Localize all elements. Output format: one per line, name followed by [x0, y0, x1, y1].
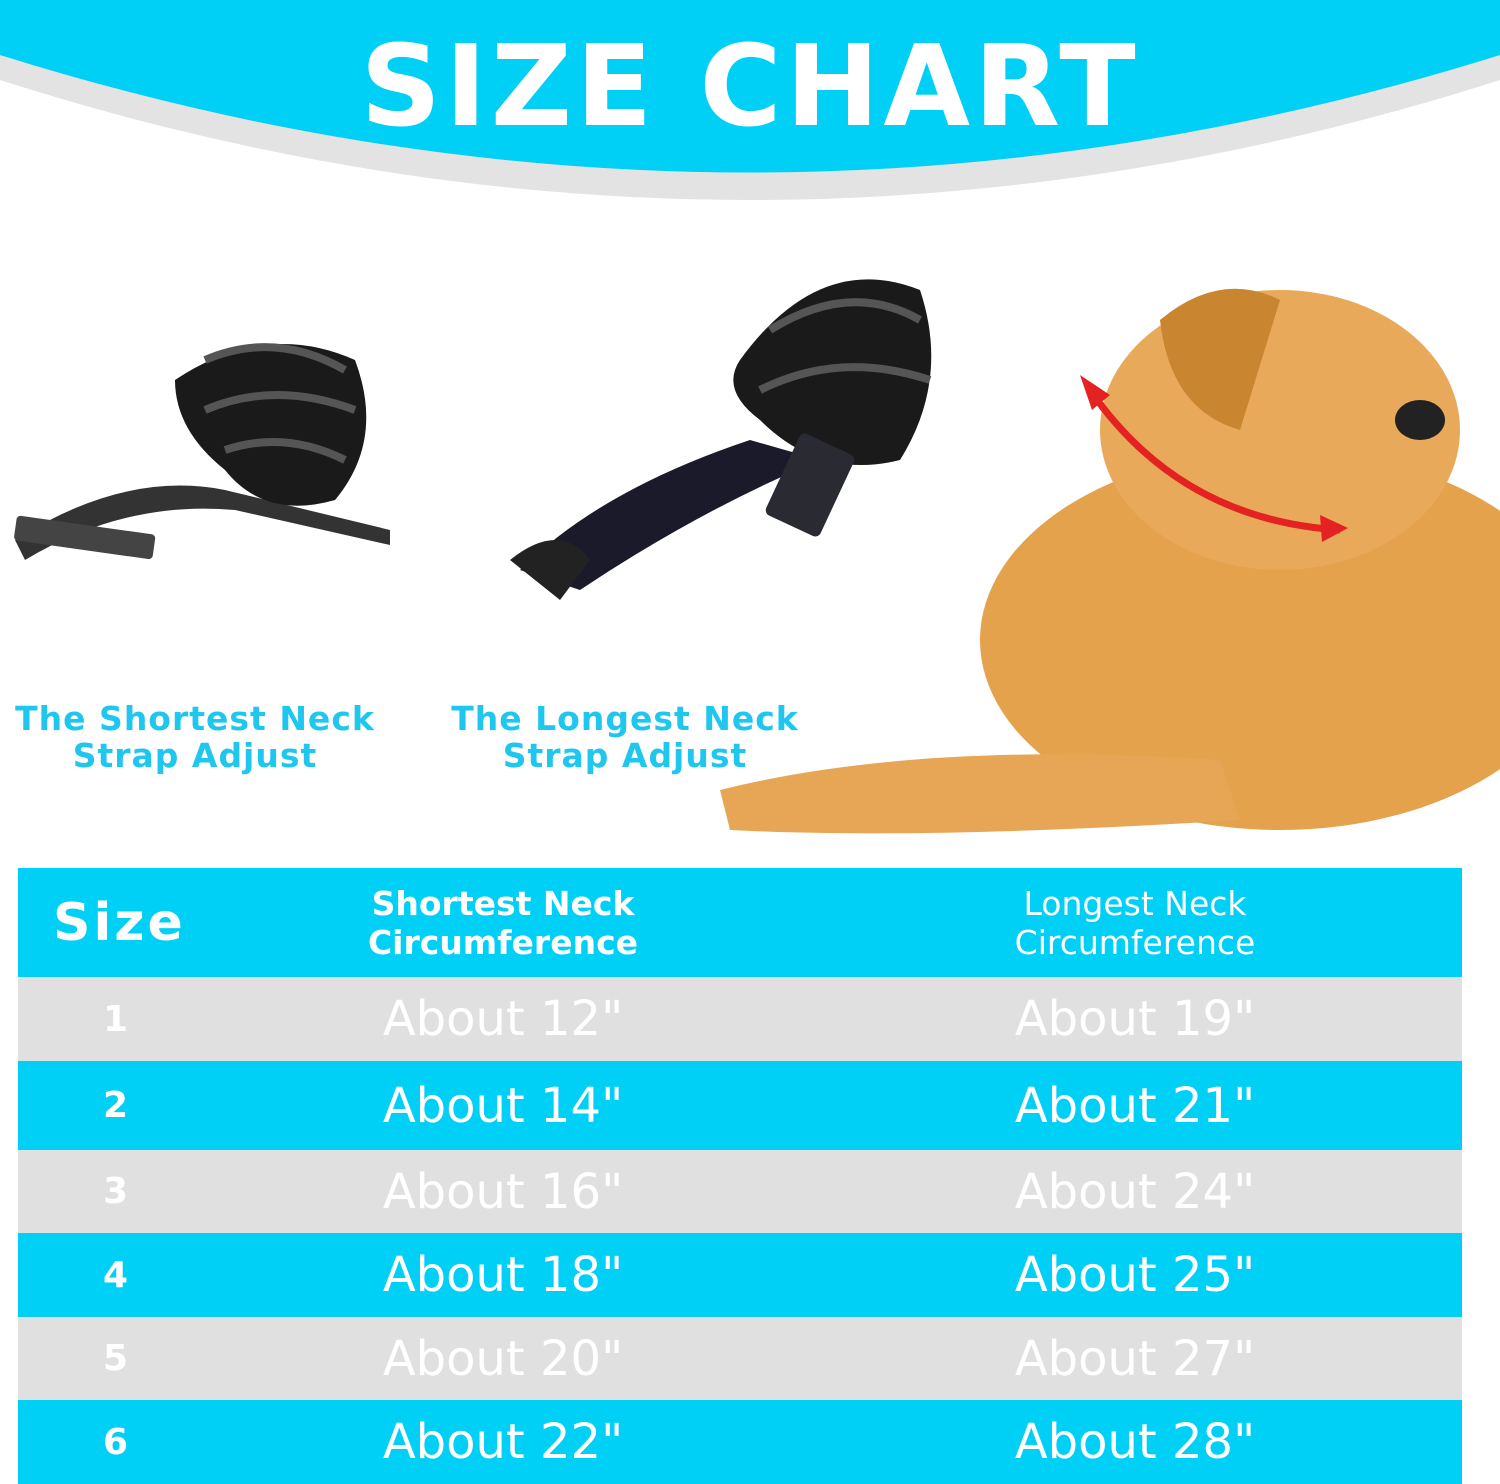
table-row: 4 About 18" About 25" [18, 1233, 1462, 1317]
size-table: Size Shortest Neck Circumference Longest … [18, 868, 1462, 1484]
page-title: SIZE CHART [360, 22, 1140, 152]
shortest-cell: About 14" [382, 1077, 624, 1134]
muzzle-longest-image [510, 279, 932, 600]
table-row: 6 About 22" About 28" [18, 1400, 1462, 1484]
header-shortest: Shortest Neck Circumference [218, 884, 778, 962]
size-cell: 5 [103, 1338, 129, 1379]
header-longest: Longest Neck Circumference [778, 884, 1462, 962]
table-header: Size Shortest Neck Circumference Longest … [18, 868, 1462, 977]
shortest-cell: About 12" [382, 991, 624, 1047]
size-cell: 1 [103, 998, 129, 1040]
caption-line: The Longest Neck [451, 699, 799, 738]
caption-line: Strap Adjust [502, 736, 748, 775]
longest-cell: About 27" [1014, 1330, 1256, 1387]
shortest-cell: About 18" [382, 1247, 624, 1303]
table-row: 2 About 14" About 21" [18, 1061, 1462, 1150]
header-text: Circumference [367, 922, 639, 962]
shortest-cell: About 22" [382, 1414, 624, 1470]
header-text: Circumference [1014, 922, 1256, 962]
caption-longest: The Longest Neck Strap Adjust [440, 700, 810, 774]
header-text: Shortest Neck [371, 883, 635, 923]
table-row: 5 About 20" About 27" [18, 1317, 1462, 1400]
longest-cell: About 25" [1014, 1247, 1256, 1303]
table-row: 1 About 12" About 19" [18, 977, 1462, 1061]
longest-cell: About 24" [1014, 1163, 1256, 1220]
header-banner [0, 0, 1500, 200]
header-text: Longest Neck [1023, 883, 1247, 923]
header-size: Size [53, 892, 186, 953]
longest-cell: About 28" [1014, 1414, 1256, 1470]
longest-cell: About 19" [1014, 991, 1256, 1047]
longest-cell: About 21" [1014, 1077, 1256, 1134]
muzzle-shortest-image [14, 343, 390, 560]
caption-shortest: The Shortest Neck Strap Adjust [10, 700, 380, 774]
shortest-cell: About 20" [382, 1330, 624, 1387]
size-cell: 3 [103, 1171, 129, 1212]
size-cell: 2 [103, 1085, 129, 1126]
shortest-cell: About 16" [382, 1163, 624, 1220]
dog-image [720, 288, 1500, 834]
caption-line: The Shortest Neck [15, 699, 375, 738]
caption-line: Strap Adjust [72, 736, 318, 775]
table-row: 3 About 16" About 24" [18, 1150, 1462, 1233]
size-cell: 6 [103, 1421, 129, 1463]
size-cell: 4 [103, 1254, 129, 1296]
measure-arrow-icon [1087, 388, 1341, 534]
